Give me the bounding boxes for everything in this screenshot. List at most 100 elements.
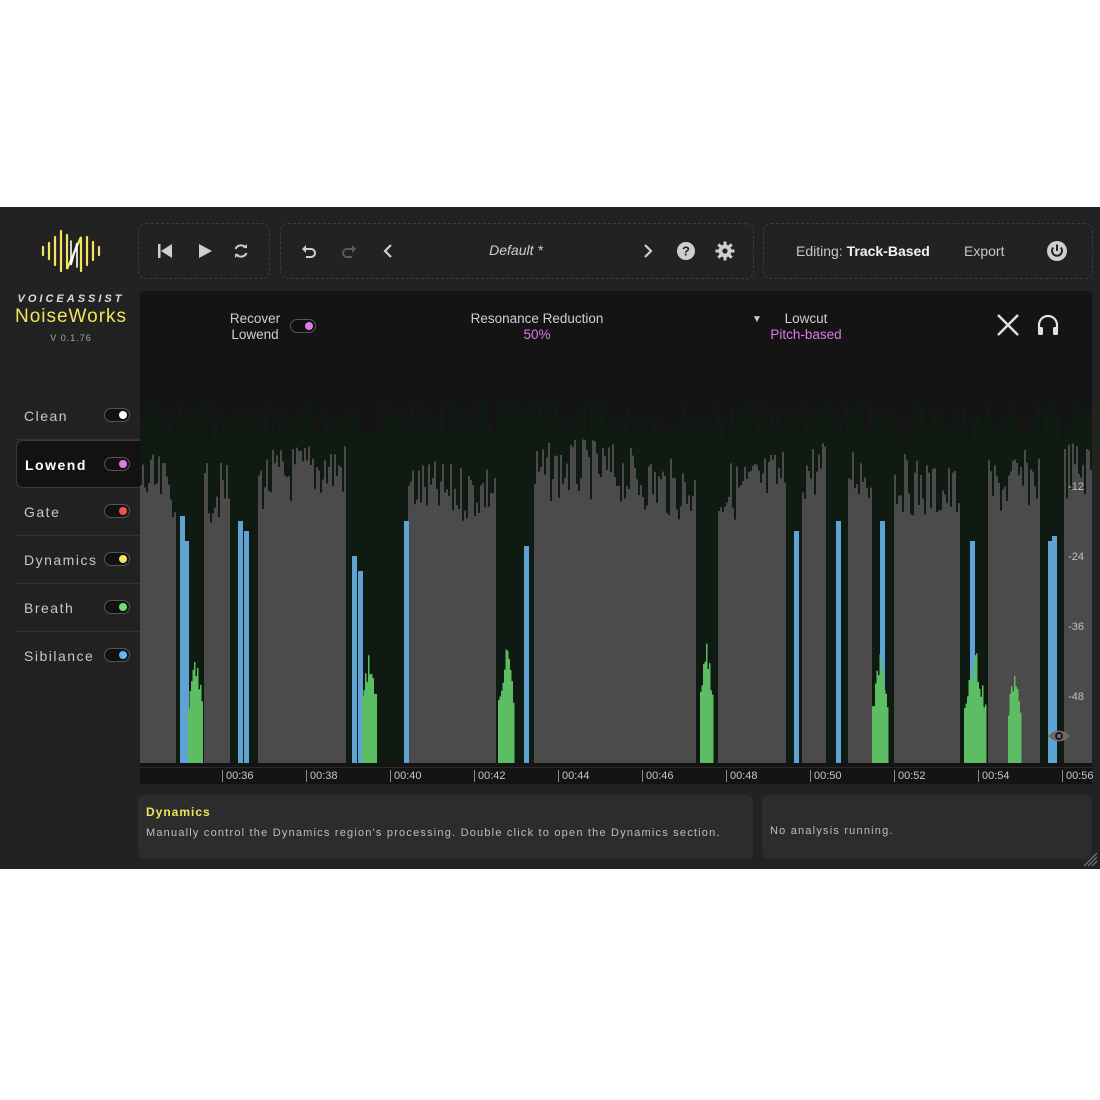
lowcut-label: Lowcut <box>784 311 828 326</box>
analysis-status: No analysis running. <box>770 825 894 837</box>
toggle-dot <box>119 651 127 659</box>
sidebar-item-label: Dynamics <box>24 552 98 568</box>
lowcut-value: Pitch-based <box>770 327 842 342</box>
plugin-window: VOICEASSIST NoiseWorks V 0.1.76 Clean Lo… <box>0 207 1100 869</box>
eye-icon <box>1048 730 1070 742</box>
sidebar-item-gate[interactable]: Gate <box>16 488 140 536</box>
play-button[interactable] <box>193 239 217 263</box>
loop-button[interactable] <box>229 239 253 263</box>
clean-toggle[interactable] <box>104 408 130 422</box>
recover-lowend-label: Recover Lowend <box>224 311 286 343</box>
close-icon <box>997 314 1019 336</box>
skip-back-button[interactable] <box>153 239 177 263</box>
sibilance-toggle[interactable] <box>104 648 130 662</box>
recover-line1: Recover <box>229 311 281 326</box>
time-tick: 00:46 <box>642 770 674 782</box>
resonance-value: 50% <box>523 327 551 342</box>
sidebar-item-breath[interactable]: Breath <box>16 584 140 632</box>
svg-text:?: ? <box>682 244 690 259</box>
transport-group <box>138 223 270 279</box>
help-info-panel: Dynamics Manually control the Dynamics r… <box>138 795 753 859</box>
undo-button[interactable] <box>297 239 321 263</box>
db-label: -48 <box>1068 691 1084 703</box>
analysis-status-panel: No analysis running. <box>762 795 1092 859</box>
solo-listen-button[interactable] <box>1036 313 1060 342</box>
preset-group: Default * ? <box>280 223 754 279</box>
headphones-icon <box>1037 314 1059 335</box>
module-sidebar: Clean Lowend Gate Dynamics Breath Sibila… <box>16 392 140 680</box>
breath-toggle[interactable] <box>104 600 130 614</box>
sidebar-item-label: Sibilance <box>24 648 95 664</box>
preset-name[interactable]: Default * <box>489 242 543 258</box>
dynamics-toggle[interactable] <box>104 552 130 566</box>
time-tick: 00:48 <box>726 770 758 782</box>
timeline-ruler[interactable]: 00:36 00:38 00:40 00:42 00:44 00:46 00:48 00:50… <box>140 767 1094 784</box>
editing-group: Editing: Track-Based Export <box>763 223 1093 279</box>
time-tick: 00:52 <box>894 770 926 782</box>
time-tick: 00:38 <box>306 770 338 782</box>
time-tick: 00:42 <box>474 770 506 782</box>
sidebar-item-sibilance[interactable]: Sibilance <box>16 632 140 680</box>
play-icon <box>199 244 212 258</box>
db-label: -12 <box>1068 481 1084 493</box>
chevron-left-icon <box>383 244 392 258</box>
editing-mode-selector[interactable]: Editing: Track-Based <box>796 243 930 259</box>
close-button[interactable] <box>996 313 1020 342</box>
help-icon: ? <box>677 242 695 260</box>
info-description: Manually control the Dynamics region's p… <box>146 827 721 839</box>
sidebar-item-dynamics[interactable]: Dynamics <box>16 536 140 584</box>
recover-line2: Lowend <box>231 327 279 342</box>
time-tick: 00:56 <box>1062 770 1094 782</box>
chevron-right-icon <box>644 244 653 258</box>
skip-back-icon <box>158 244 172 258</box>
lowend-toggle[interactable] <box>104 457 130 471</box>
lowcut-dropdown-arrow-icon[interactable]: ▼ <box>752 314 762 325</box>
power-button[interactable] <box>1045 239 1069 263</box>
version-label: V 0.1.76 <box>50 333 92 343</box>
sidebar-item-label: Gate <box>24 504 61 520</box>
brand-area: VOICEASSIST NoiseWorks V 0.1.76 <box>0 207 140 357</box>
redo-icon <box>342 245 356 258</box>
gear-icon <box>715 241 735 261</box>
recover-lowend-toggle[interactable] <box>290 319 316 333</box>
toggle-dot <box>119 555 127 563</box>
editing-mode-value: Track-Based <box>846 243 930 259</box>
toggle-dot <box>305 322 313 330</box>
visibility-toggle[interactable] <box>1047 727 1071 750</box>
redo-button[interactable] <box>337 239 361 263</box>
gate-toggle[interactable] <box>104 504 130 518</box>
lowcut-control[interactable]: Lowcut Pitch-based <box>764 311 848 343</box>
previous-preset-button[interactable] <box>377 239 401 263</box>
toggle-dot <box>119 507 127 515</box>
export-button[interactable]: Export <box>964 243 1005 259</box>
time-tick: 00:36 <box>222 770 254 782</box>
next-preset-button[interactable] <box>635 239 659 263</box>
resonance-label: Resonance Reduction <box>470 311 604 326</box>
resize-grip-icon[interactable] <box>1082 851 1098 867</box>
toggle-dot <box>119 411 127 419</box>
brand-company: VOICEASSIST <box>17 293 125 305</box>
toggle-dot <box>119 460 127 468</box>
time-tick: 00:44 <box>558 770 590 782</box>
sidebar-item-label: Clean <box>24 408 69 424</box>
brand-product: NoiseWorks <box>14 306 128 327</box>
loop-icon <box>234 244 248 258</box>
db-label: -24 <box>1068 551 1084 563</box>
sidebar-item-clean[interactable]: Clean <box>16 392 140 440</box>
noiseworks-logo <box>41 229 101 273</box>
editing-prefix: Editing: <box>796 243 843 259</box>
info-title: Dynamics <box>146 805 211 819</box>
db-label: -36 <box>1068 621 1084 633</box>
resonance-reduction-control[interactable]: Resonance Reduction 50% <box>450 311 624 343</box>
sidebar-item-lowend[interactable]: Lowend <box>16 440 140 488</box>
waveform-display[interactable] <box>140 291 1092 767</box>
sidebar-item-label: Lowend <box>25 457 87 473</box>
time-tick: 00:54 <box>978 770 1010 782</box>
time-tick: 00:40 <box>390 770 422 782</box>
settings-button[interactable] <box>713 239 737 263</box>
time-tick: 00:50 <box>810 770 842 782</box>
waveform-panel[interactable]: Recover Lowend Resonance Reduction 50% ▼… <box>140 291 1094 784</box>
help-button[interactable]: ? <box>674 239 698 263</box>
undo-icon <box>302 245 316 258</box>
power-icon <box>1047 241 1067 261</box>
